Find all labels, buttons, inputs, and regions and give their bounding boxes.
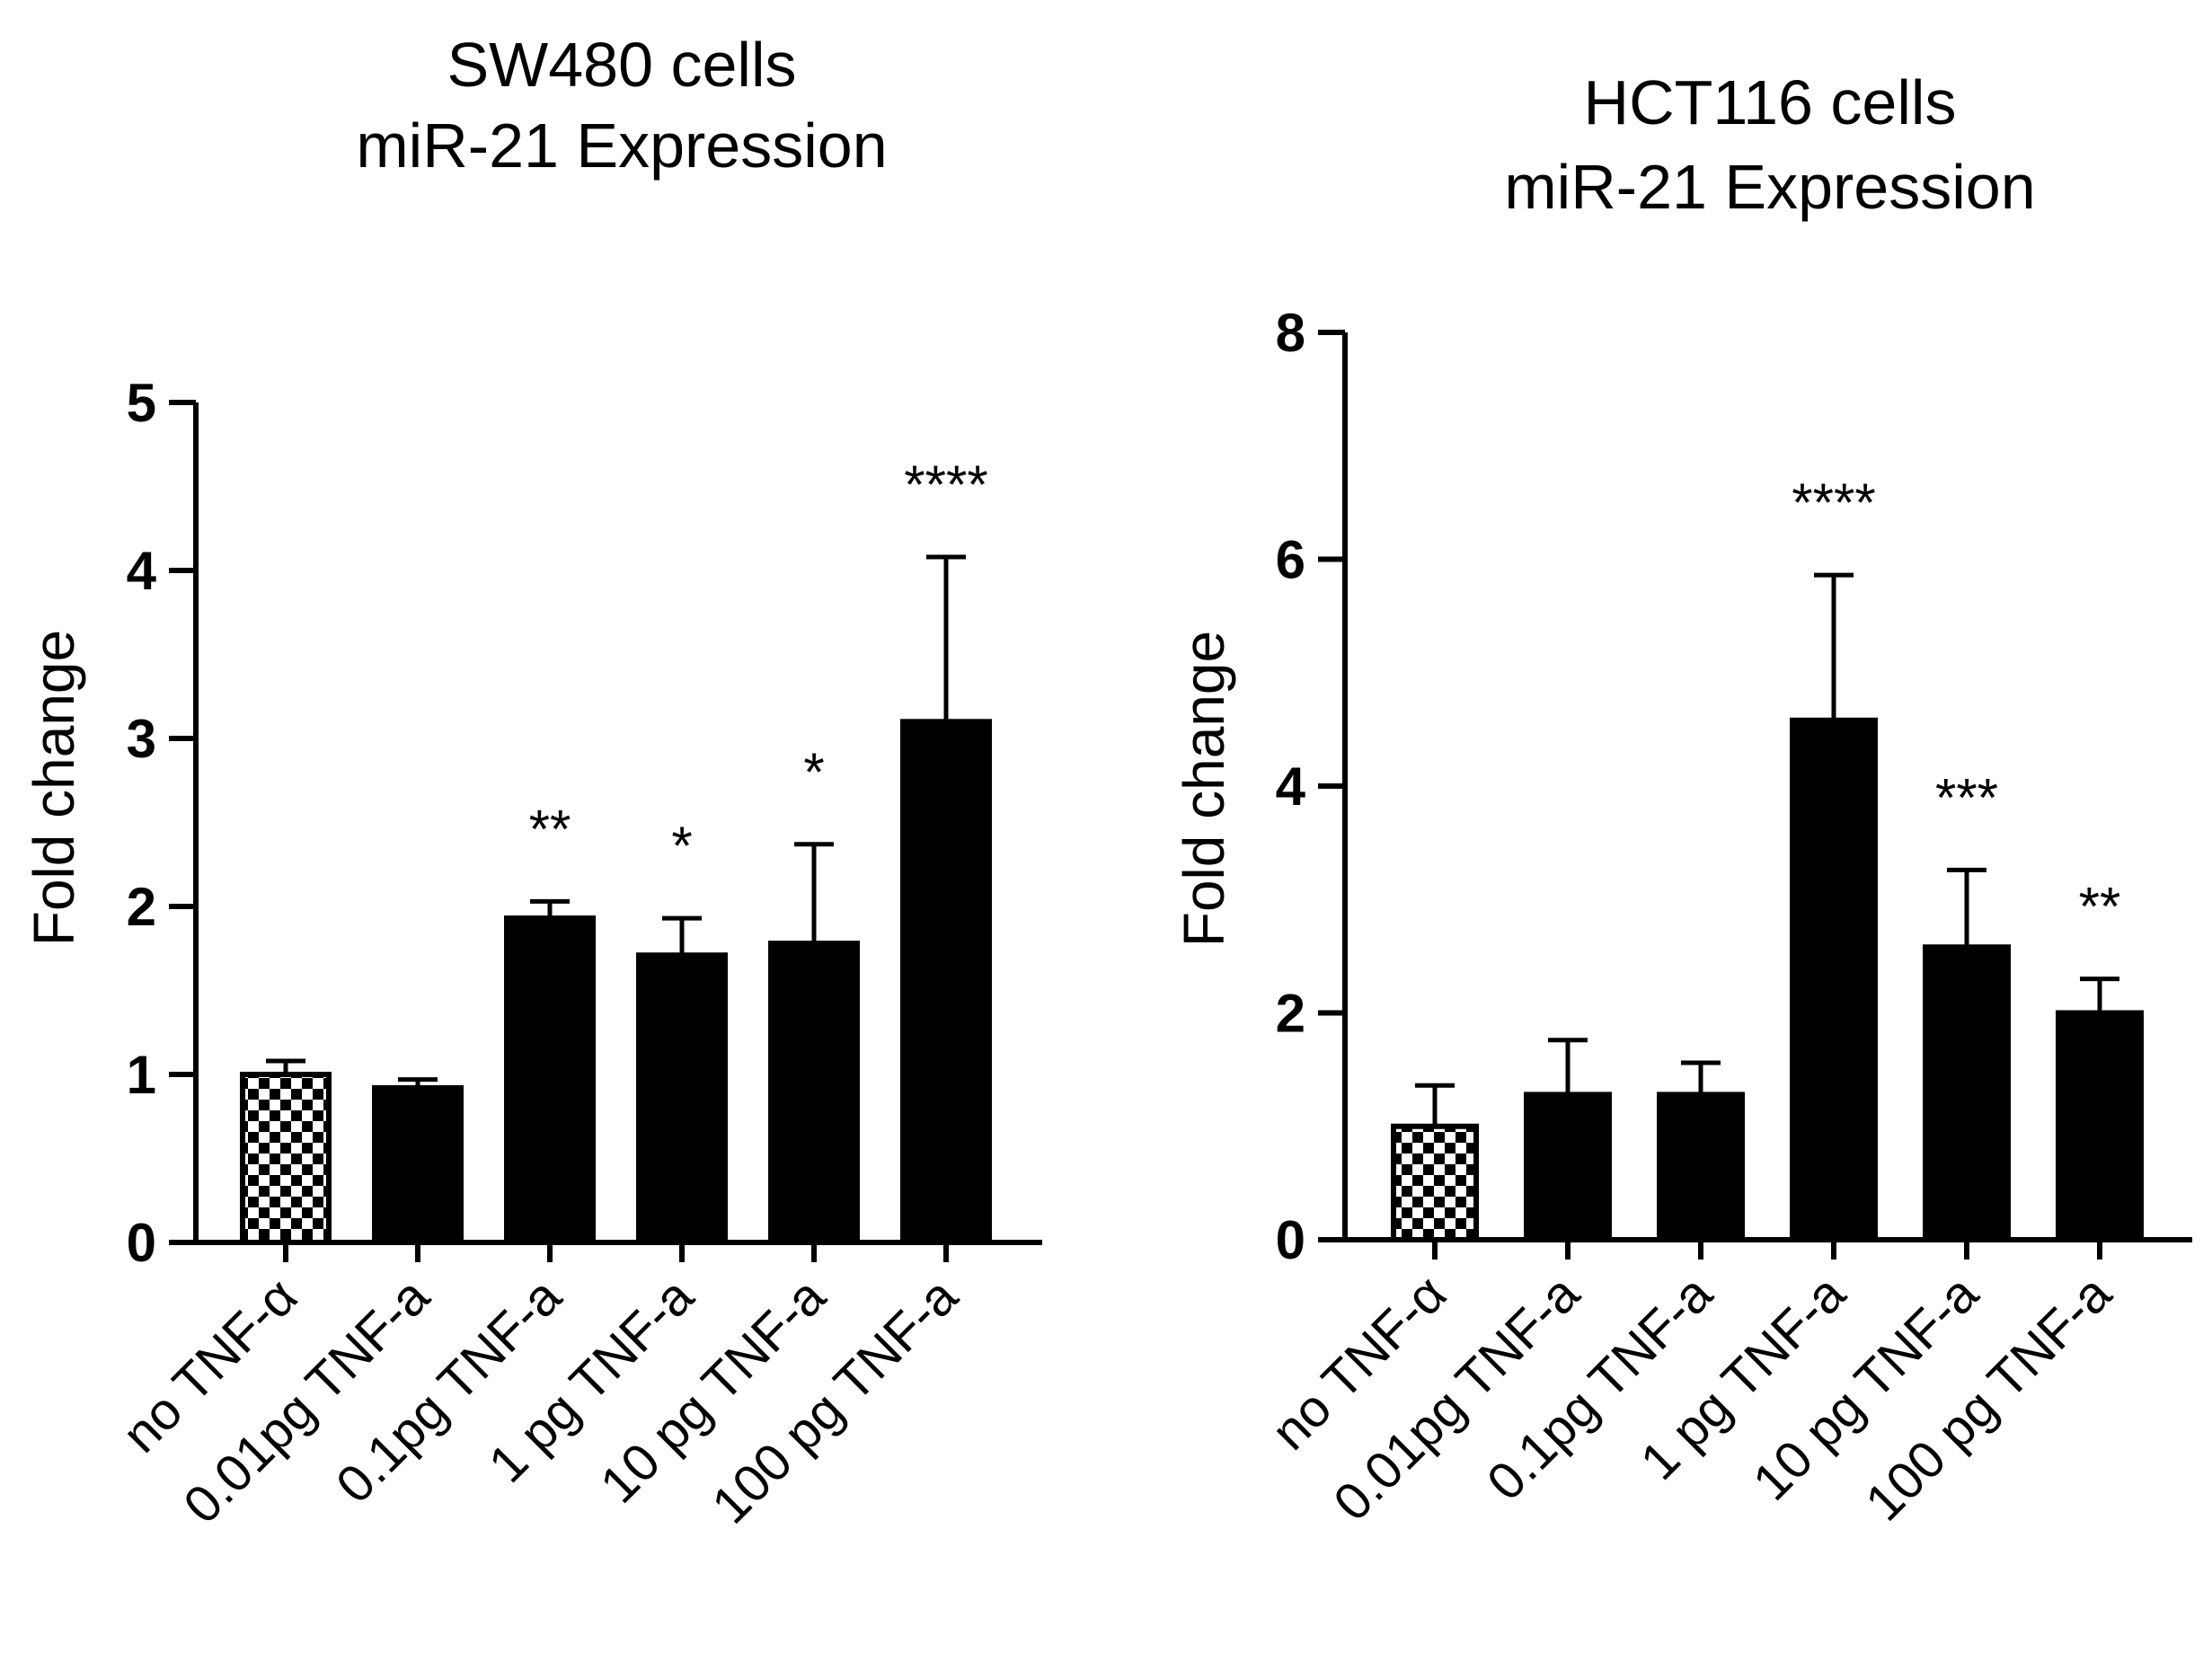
significance-label: *** (1935, 767, 1998, 827)
y-tick-label: 0 (127, 1213, 156, 1273)
chart-title-line-2: miR-21 Expression (1504, 152, 2035, 222)
bar (1391, 1123, 1479, 1242)
chart-title-line-1: SW480 cells (447, 30, 796, 100)
bar (240, 1072, 332, 1245)
y-tick-label: 6 (1276, 530, 1305, 590)
bar (900, 719, 992, 1245)
bar (768, 941, 860, 1245)
x-ticks-group: no TNF-α0.01pg TNF-a0.1pg TNF-a1 pg TNF-… (111, 1242, 969, 1534)
bar (1790, 717, 1878, 1242)
chart-panel-hct116: HCT116 cells miR-21 Expression Fold chan… (1172, 67, 2192, 1532)
significance-label: * (671, 816, 692, 876)
bars-group: ********* (1391, 473, 2144, 1243)
bars-group: ** ****** (240, 455, 992, 1246)
significance-label: * (803, 742, 824, 802)
y-tick-label: 8 (1276, 303, 1305, 363)
y-tick-label: 0 (1276, 1210, 1305, 1270)
y-tick-label: 2 (1276, 984, 1305, 1044)
bar (372, 1084, 464, 1245)
axes-group (193, 402, 1042, 1245)
y-axis-label: Fold change (22, 630, 86, 946)
bar (504, 915, 596, 1246)
x-ticks-group: no TNF-α0.01pg TNF-a0.1pg TNF-a1 pg TNF-… (1261, 1240, 2123, 1532)
y-tick-label: 2 (127, 877, 156, 937)
y-tick-label: 5 (127, 373, 156, 433)
y-ticks-group: 0 1 2 3 4 5 (127, 373, 196, 1273)
y-tick-label: 4 (1276, 756, 1306, 817)
significance-label: **** (1792, 473, 1875, 533)
bar (2056, 1010, 2144, 1242)
chart-title-line-1: HCT116 cells (1584, 67, 1957, 137)
y-ticks-group: 0 2 4 6 8 (1276, 303, 1345, 1270)
y-axis-label: Fold change (1172, 631, 1236, 947)
bar (1657, 1092, 1745, 1243)
chart-panel-sw480: SW480 cells miR-21 Expression Fold chang… (22, 30, 1042, 1534)
significance-label: ** (529, 799, 571, 859)
y-tick-label: 4 (127, 541, 157, 601)
significance-label: ** (2079, 877, 2121, 937)
significance-label: **** (904, 455, 987, 515)
bar (636, 952, 728, 1245)
bar (1923, 944, 2011, 1243)
y-tick-label: 1 (127, 1045, 156, 1105)
chart-title-line-2: miR-21 Expression (356, 110, 887, 181)
bar (1524, 1092, 1612, 1243)
y-tick-label: 3 (127, 709, 156, 769)
